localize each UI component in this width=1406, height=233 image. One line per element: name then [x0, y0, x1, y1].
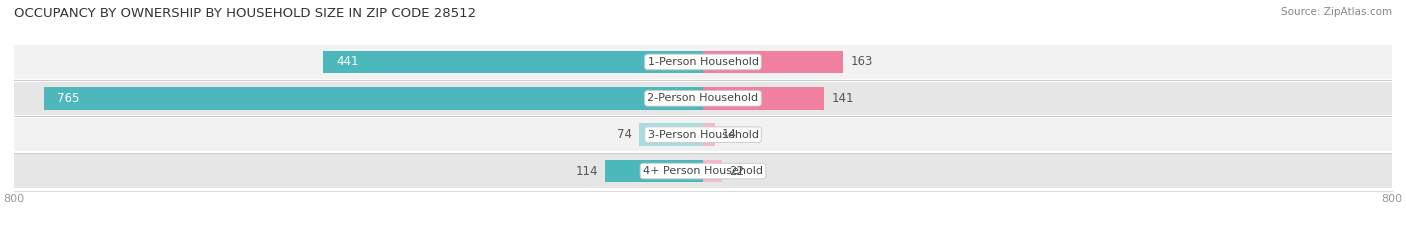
Bar: [703, 51, 844, 73]
Bar: [640, 123, 703, 146]
Text: 1-Person Household: 1-Person Household: [648, 57, 758, 67]
Text: OCCUPANCY BY OWNERSHIP BY HOUSEHOLD SIZE IN ZIP CODE 28512: OCCUPANCY BY OWNERSHIP BY HOUSEHOLD SIZE…: [14, 7, 477, 20]
Text: 74: 74: [617, 128, 633, 141]
Text: 163: 163: [851, 55, 873, 69]
Bar: [703, 160, 721, 182]
Bar: [605, 160, 703, 182]
Text: 441: 441: [336, 55, 359, 69]
Bar: [14, 154, 1392, 188]
Text: Source: ZipAtlas.com: Source: ZipAtlas.com: [1281, 7, 1392, 17]
Text: 2-Person Household: 2-Person Household: [647, 93, 759, 103]
Bar: [14, 82, 1392, 115]
Text: 765: 765: [58, 92, 80, 105]
Bar: [14, 118, 1392, 151]
Bar: [44, 87, 703, 110]
Bar: [703, 87, 824, 110]
Bar: [323, 51, 703, 73]
Text: 4+ Person Household: 4+ Person Household: [643, 166, 763, 176]
Text: 3-Person Household: 3-Person Household: [648, 130, 758, 140]
Text: 14: 14: [721, 128, 737, 141]
Text: 22: 22: [728, 164, 744, 178]
Text: 114: 114: [575, 164, 598, 178]
Bar: [703, 123, 716, 146]
Text: 141: 141: [831, 92, 853, 105]
Bar: [14, 45, 1392, 79]
